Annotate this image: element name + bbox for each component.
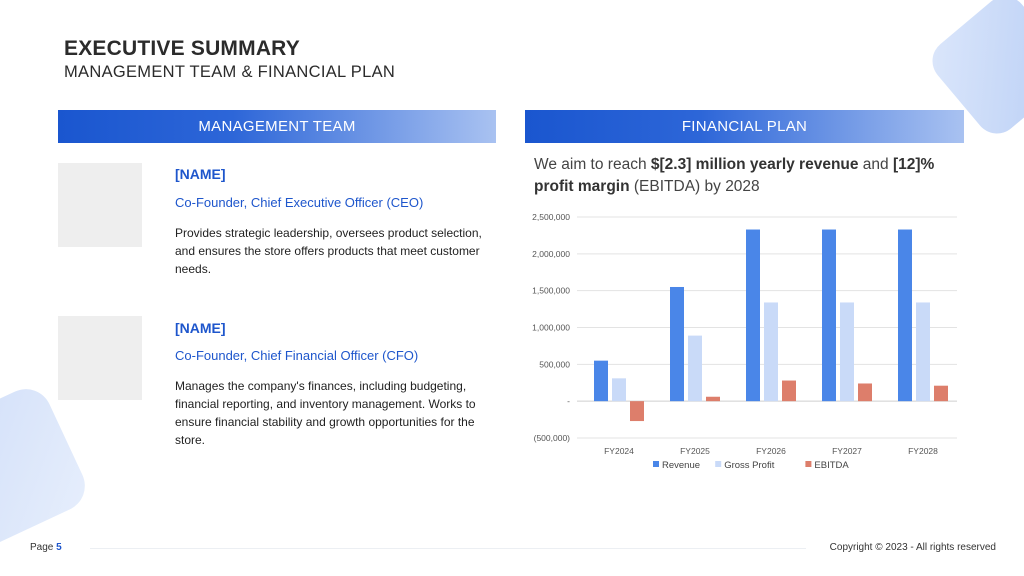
- goal-margin-target: [12]% profit margin: [534, 156, 935, 195]
- ceo-name: [NAME]: [175, 166, 226, 182]
- goal-text-prefix: We aim to reach: [534, 156, 651, 173]
- legend-label: Revenue: [662, 460, 700, 471]
- financial-goal-statement: We aim to reach $[2.3] million yearly re…: [534, 154, 954, 198]
- y-tick-label: 2,000,000: [532, 249, 570, 259]
- ceo-role: Co-Founder, Chief Executive Officer (CEO…: [175, 195, 424, 210]
- bar-gross-profit-fy2024: [612, 378, 626, 402]
- bar-revenue-fy2028: [898, 229, 912, 402]
- x-tick-label: FY2025: [680, 446, 710, 456]
- legend-swatch: [805, 461, 812, 467]
- bar-revenue-fy2025: [670, 286, 684, 402]
- page-number: 5: [56, 542, 62, 553]
- legend-label: EBITDA: [814, 460, 849, 471]
- goal-text-mid: and: [858, 156, 893, 173]
- bar-ebitda-fy2027: [858, 383, 872, 402]
- bar-gross-profit-fy2027: [840, 302, 854, 402]
- bar-ebitda-fy2028: [934, 385, 948, 402]
- x-tick-label: FY2024: [604, 446, 634, 456]
- financial-projection-chart: 2,500,000 2,000,000 1,500,000 1,000,000 500,…: [532, 212, 957, 471]
- bar-ebitda-fy2026: [782, 380, 796, 402]
- financial-plan-heading: FINANCIAL PLAN: [681, 118, 808, 135]
- cfo-photo-placeholder: [58, 316, 142, 400]
- goal-text-suffix: (EBITDA) by 2028: [629, 178, 760, 195]
- legend-label: Gross Profit: [724, 460, 775, 471]
- management-team-heading: MANAGEMENT TEAM: [198, 118, 356, 135]
- cfo-name: [NAME]: [175, 320, 226, 336]
- y-tick-label: 2,500,000: [532, 212, 570, 222]
- x-tick-label: FY2028: [908, 446, 938, 456]
- y-tick-label: 1,000,000: [532, 323, 570, 333]
- cfo-role: Co-Founder, Chief Financial Officer (CFO…: [175, 348, 419, 363]
- ceo-description: Provides strategic leadership, oversees …: [175, 226, 482, 276]
- footer-divider: [90, 548, 806, 549]
- x-tick-label: FY2026: [756, 446, 786, 456]
- cfo-description: Manages the company's finances, includin…: [175, 379, 476, 447]
- y-tick-label: 500,000: [539, 359, 570, 369]
- x-tick-label: FY2027: [832, 446, 862, 456]
- bar-gross-profit-fy2028: [916, 302, 930, 402]
- financial-plan-header: FINANCIAL PLAN: [525, 110, 964, 143]
- legend-swatch: [715, 461, 722, 467]
- page-title: EXECUTIVE SUMMARY: [64, 37, 300, 60]
- goal-revenue-target: $[2.3] million yearly revenue: [650, 156, 859, 173]
- management-team-header: MANAGEMENT TEAM: [58, 110, 496, 143]
- y-tick-label: -: [567, 396, 570, 406]
- ceo-photo-placeholder: [58, 163, 142, 247]
- bar-revenue-fy2024: [594, 360, 608, 402]
- copyright-text: Copyright © 2023 - All rights reserved: [829, 542, 996, 553]
- bar-ebitda-fy2024: [630, 401, 644, 422]
- bar-revenue-fy2027: [822, 229, 836, 402]
- legend-swatch: [653, 461, 659, 467]
- bar-gross-profit-fy2026: [764, 302, 778, 402]
- decorative-shape-bottom-left: [0, 380, 94, 554]
- y-tick-label: 1,500,000: [532, 286, 570, 296]
- y-tick-label: (500,000): [534, 433, 571, 443]
- bar-ebitda-fy2025: [706, 396, 720, 402]
- page-label: Page: [30, 542, 54, 553]
- bar-revenue-fy2026: [746, 229, 760, 402]
- page-subtitle: MANAGEMENT TEAM & FINANCIAL PLAN: [64, 63, 396, 81]
- bar-gross-profit-fy2025: [688, 335, 702, 402]
- page-indicator: Page 5: [30, 542, 62, 553]
